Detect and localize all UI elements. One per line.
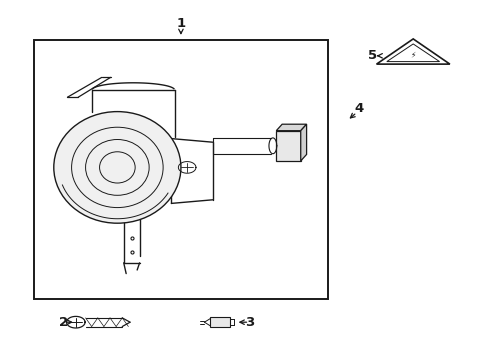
Polygon shape — [276, 124, 306, 131]
Text: ⚡: ⚡ — [410, 50, 415, 59]
Ellipse shape — [54, 112, 181, 223]
Polygon shape — [300, 124, 306, 161]
Bar — [276, 131, 300, 161]
Text: 1: 1 — [176, 17, 185, 30]
Polygon shape — [386, 44, 439, 62]
Text: 3: 3 — [244, 316, 253, 329]
Text: 4: 4 — [354, 102, 363, 114]
Bar — [210, 317, 229, 327]
Bar — [34, 40, 327, 299]
Polygon shape — [376, 39, 449, 64]
Text: 5: 5 — [367, 49, 376, 62]
Text: 2: 2 — [59, 316, 68, 329]
